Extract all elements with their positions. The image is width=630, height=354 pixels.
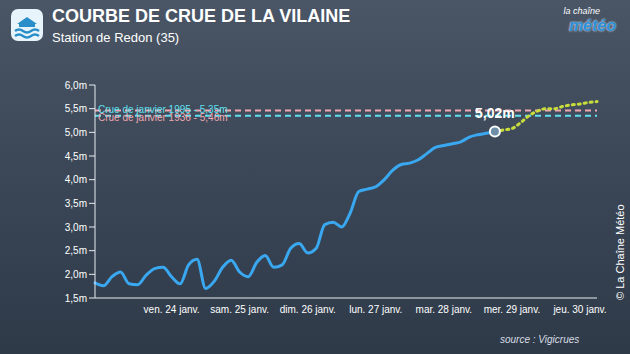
svg-text:mar. 28 janv.: mar. 28 janv. <box>416 304 473 315</box>
svg-text:jeu. 30 janv.: jeu. 30 janv. <box>552 304 606 315</box>
svg-text:4,5m: 4,5m <box>65 151 87 162</box>
svg-text:3,5m: 3,5m <box>65 198 87 209</box>
svg-text:sam. 25 janv.: sam. 25 janv. <box>210 304 269 315</box>
svg-text:Crue de janvier 1936 - 5,46m: Crue de janvier 1936 - 5,46m <box>98 111 228 123</box>
svg-text:1,5m: 1,5m <box>65 293 87 304</box>
svg-text:3,0m: 3,0m <box>65 222 87 233</box>
svg-text:5,0m: 5,0m <box>65 127 87 138</box>
html-text:source : Vigicrues: source : Vigicrues <box>500 334 580 345</box>
html-text:Station de Redon (35): Station de Redon (35) <box>52 30 180 45</box>
svg-text:2,0m: 2,0m <box>65 269 87 280</box>
svg-text:5,5m: 5,5m <box>65 103 87 114</box>
svg-text:Crue de janvier 1995 - 5,35m: Crue de janvier 1995 - 5,35m <box>98 104 228 115</box>
svg-text:6,0m: 6,0m <box>65 80 87 91</box>
svg-text:2,5m: 2,5m <box>65 245 87 256</box>
html-text:COURBE DE CRUE DE LA VILAINE: COURBE DE CRUE DE LA VILAINE <box>52 6 351 26</box>
html-text:© La Chaîne Météo: © La Chaîne Météo <box>614 204 626 300</box>
html-text:météo: météo <box>568 17 616 34</box>
svg-text:dim. 26 janv.: dim. 26 janv. <box>280 304 336 315</box>
svg-text:mer. 29 janv.: mer. 29 janv. <box>484 304 541 315</box>
svg-text:4,0m: 4,0m <box>65 174 87 185</box>
html-text:la chaîne: la chaîne <box>563 6 600 16</box>
svg-text:5,02m: 5,02m <box>475 105 515 121</box>
svg-text:ven. 24 janv.: ven. 24 janv. <box>144 304 200 315</box>
svg-text:lun. 27 janv.: lun. 27 janv. <box>349 304 402 315</box>
